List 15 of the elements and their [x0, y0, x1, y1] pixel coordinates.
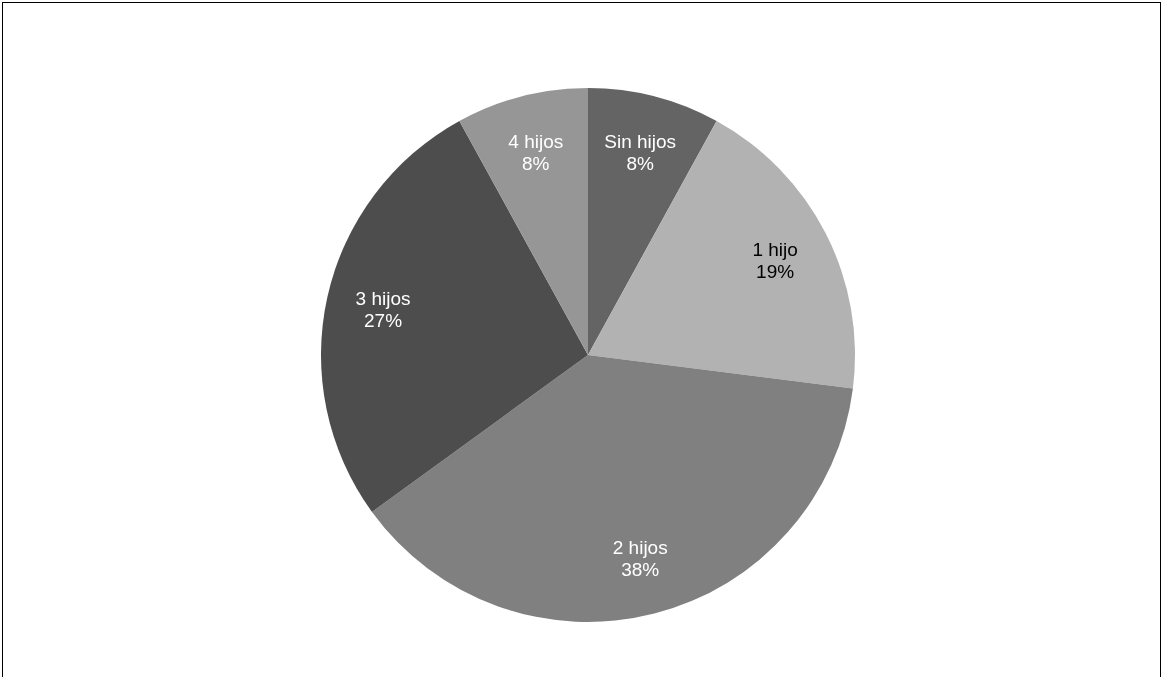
- pie-slice: [588, 121, 855, 389]
- slice-label: 3 hijos: [355, 288, 411, 310]
- data-label: 38%: [621, 559, 660, 581]
- data-label: 19%: [756, 260, 795, 282]
- data-label: 27%: [364, 310, 403, 332]
- slice-label: 1 hijo: [752, 238, 798, 260]
- data-label: 8%: [522, 152, 550, 174]
- pie-slice: [588, 88, 717, 355]
- pie-slice: [459, 88, 588, 355]
- data-label: 8%: [626, 152, 655, 174]
- pie-slice: [321, 121, 588, 512]
- pie-slice: [371, 355, 853, 622]
- slice-label: 4 hijos: [508, 130, 564, 152]
- slice-label: Sin hijos: [604, 130, 677, 152]
- slice-label: 2 hijos: [612, 537, 668, 559]
